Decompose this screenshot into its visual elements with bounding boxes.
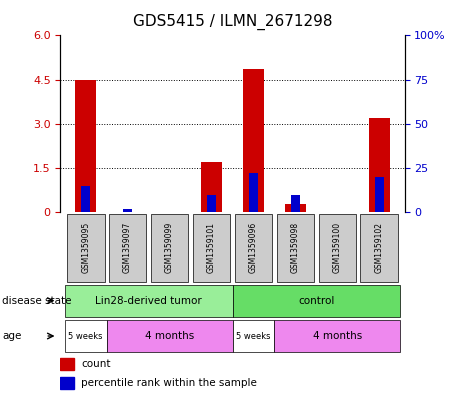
Bar <box>291 195 299 212</box>
Bar <box>207 195 216 212</box>
FancyBboxPatch shape <box>65 285 232 317</box>
Bar <box>60 358 74 370</box>
FancyBboxPatch shape <box>319 214 356 281</box>
Bar <box>201 162 222 212</box>
FancyBboxPatch shape <box>277 214 314 281</box>
Text: Lin28-derived tumor: Lin28-derived tumor <box>95 296 202 306</box>
Text: count: count <box>81 359 111 369</box>
Bar <box>369 118 390 212</box>
Text: percentile rank within the sample: percentile rank within the sample <box>81 378 257 388</box>
Text: disease state: disease state <box>2 296 72 306</box>
Bar <box>285 204 306 212</box>
Text: 4 months: 4 months <box>313 331 362 341</box>
FancyBboxPatch shape <box>106 320 232 352</box>
Text: age: age <box>2 331 22 341</box>
Text: 5 weeks: 5 weeks <box>236 332 271 340</box>
Text: GSM1359098: GSM1359098 <box>291 222 300 273</box>
Text: control: control <box>298 296 335 306</box>
Bar <box>243 69 264 212</box>
FancyBboxPatch shape <box>193 214 230 281</box>
FancyBboxPatch shape <box>151 214 188 281</box>
FancyBboxPatch shape <box>235 214 272 281</box>
FancyBboxPatch shape <box>109 214 146 281</box>
FancyBboxPatch shape <box>232 320 274 352</box>
Text: GSM1359096: GSM1359096 <box>249 222 258 273</box>
Bar <box>75 79 96 212</box>
Bar <box>249 173 258 212</box>
Bar <box>375 177 384 212</box>
Text: 4 months: 4 months <box>145 331 194 341</box>
FancyBboxPatch shape <box>65 320 106 352</box>
FancyBboxPatch shape <box>232 285 400 317</box>
Text: GDS5415 / ILMN_2671298: GDS5415 / ILMN_2671298 <box>133 14 332 30</box>
Text: 5 weeks: 5 weeks <box>68 332 103 340</box>
FancyBboxPatch shape <box>274 320 400 352</box>
Bar <box>123 209 132 212</box>
Text: GSM1359099: GSM1359099 <box>165 222 174 273</box>
Bar <box>60 377 74 389</box>
FancyBboxPatch shape <box>67 214 105 281</box>
Text: GSM1359101: GSM1359101 <box>207 222 216 273</box>
Text: GSM1359095: GSM1359095 <box>81 222 90 273</box>
Bar <box>81 185 90 212</box>
Text: GSM1359097: GSM1359097 <box>123 222 132 273</box>
FancyBboxPatch shape <box>360 214 398 281</box>
Text: GSM1359100: GSM1359100 <box>333 222 342 273</box>
Text: GSM1359102: GSM1359102 <box>375 222 384 273</box>
